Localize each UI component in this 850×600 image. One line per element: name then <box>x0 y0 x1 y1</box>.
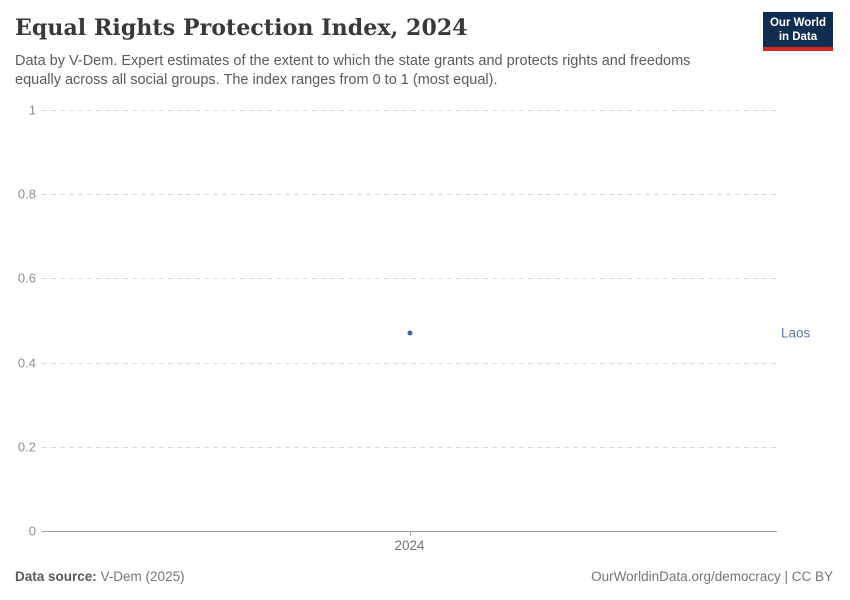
y-axis-tick-label: 0.4 <box>17 355 36 371</box>
y-axis-tick-label: 0.6 <box>17 270 36 286</box>
x-axis-tick-mark <box>409 531 411 536</box>
owid-logo-text-line2: in Data <box>778 31 818 44</box>
entity-label-laos[interactable]: Laos <box>781 325 811 341</box>
y-axis-tick-label: 0 <box>28 523 36 539</box>
gridline <box>42 194 777 196</box>
x-axis-tick-label: 2024 <box>394 538 425 553</box>
data-source-value: V-Dem (2025) <box>100 569 185 584</box>
data-source-note: Data source: V-Dem (2025) <box>15 569 185 584</box>
gridline <box>42 446 777 448</box>
chart-subtitle: Data by V-Dem. Expert estimates of the e… <box>15 53 691 89</box>
y-axis-tick-label: 0.8 <box>17 186 36 202</box>
page-title: Equal Rights Protection Index, 2024 <box>15 15 468 41</box>
data-point-laos[interactable] <box>407 330 412 336</box>
license-link[interactable]: OurWorldinData.org/democracy | CC BY <box>591 569 833 584</box>
y-axis-tick-label: 1 <box>28 102 36 118</box>
owid-logo[interactable]: Our World in Data <box>762 12 833 52</box>
y-axis-tick-label: 0.2 <box>17 439 36 455</box>
data-source-label: Data source: <box>15 569 97 584</box>
chart-footer: Data source: V-Dem (2025) OurWorldinData… <box>15 569 833 584</box>
gridline <box>42 278 777 280</box>
owid-logo-text-line1: Our World <box>769 17 826 29</box>
gridline <box>42 362 777 364</box>
gridline <box>42 110 777 111</box>
